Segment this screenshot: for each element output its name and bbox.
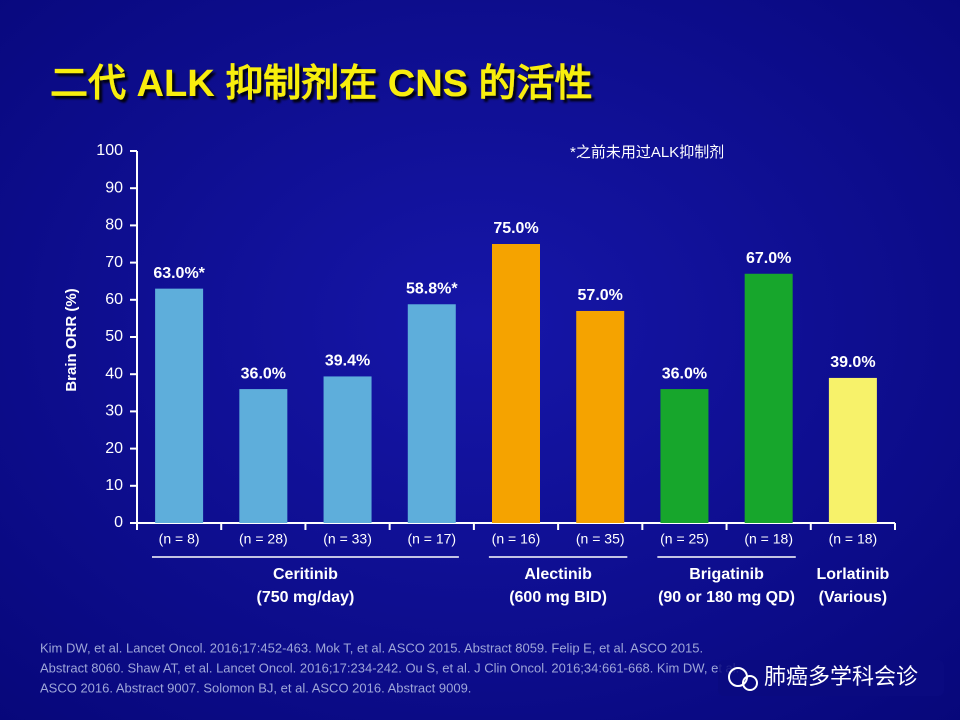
value-label: 63.0%* [153, 265, 205, 282]
bar [744, 273, 793, 523]
x-tick-label: (n = 33) [323, 531, 372, 547]
y-tick-label: 0 [114, 514, 123, 531]
y-tick-label: 90 [105, 179, 123, 196]
y-tick-label: 50 [105, 328, 123, 345]
bar [323, 376, 372, 523]
bar [155, 288, 204, 523]
x-tick-label: (n = 35) [576, 531, 625, 547]
x-tick-label: (n = 28) [239, 531, 288, 547]
footnote-line: ASCO 2016. Abstract 9007. Solomon BJ, et… [40, 680, 471, 695]
value-label: 58.8%* [406, 280, 458, 297]
value-label: 67.0% [746, 250, 791, 267]
value-label: 57.0% [578, 287, 623, 304]
x-tick-label: (n = 16) [492, 531, 541, 547]
y-tick-label: 30 [105, 403, 123, 420]
footnote-line: Abstract 8060. Shaw AT, et al. Lancet On… [40, 660, 739, 675]
value-label: 36.0% [241, 365, 286, 382]
value-label: 39.0% [830, 354, 875, 371]
y-axis-label: Brain ORR (%) [63, 288, 80, 391]
group-label: (600 mg BID) [509, 589, 607, 606]
group-label: (750 mg/day) [257, 589, 355, 606]
y-tick-label: 80 [105, 217, 123, 234]
value-label: 75.0% [493, 220, 538, 237]
bar [407, 304, 456, 523]
bar [239, 389, 288, 523]
bar [576, 310, 625, 523]
group-label: Alectinib [524, 566, 592, 583]
y-tick-label: 100 [96, 142, 123, 159]
watermark-box [718, 660, 944, 696]
watermark: 肺癌多学科会诊 [718, 660, 944, 696]
x-tick-label: (n = 17) [407, 531, 456, 547]
group-label: Lorlatinib [816, 566, 889, 583]
note: *之前未用过ALK抑制剂 [570, 144, 724, 161]
x-tick-label: (n = 8) [159, 531, 200, 547]
y-tick-label: 60 [105, 291, 123, 308]
bar [492, 244, 540, 523]
x-tick-label: (n = 25) [660, 531, 709, 547]
slide-title: 二代 ALK 抑制剂在 CNS 的活性 [50, 63, 593, 105]
y-tick-label: 70 [105, 254, 123, 271]
x-tick-label: (n = 18) [829, 531, 878, 547]
group-label: (90 or 180 mg QD) [658, 589, 795, 606]
y-tick-label: 40 [105, 365, 123, 382]
bar [660, 389, 709, 523]
y-tick-label: 20 [105, 440, 123, 457]
group-label: (Various) [819, 589, 887, 606]
bar [828, 377, 877, 523]
y-tick-label: 10 [105, 477, 123, 494]
x-tick-label: (n = 18) [744, 531, 793, 547]
watermark-icon [742, 675, 758, 691]
footnote-line: Kim DW, et al. Lancet Oncol. 2016;17:452… [40, 640, 703, 655]
watermark-text: 肺癌多学科会诊 [764, 664, 918, 689]
value-label: 39.4% [325, 353, 370, 370]
group-label: Ceritinib [273, 566, 338, 583]
value-label: 36.0% [662, 365, 707, 382]
group-label: Brigatinib [689, 566, 764, 583]
